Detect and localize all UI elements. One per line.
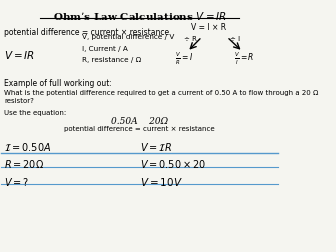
Text: $\frac{V}{I} = R$: $\frac{V}{I} = R$ <box>234 51 255 68</box>
Text: $V = IR$: $V = IR$ <box>4 49 35 61</box>
Text: $R = 20\Omega$: $R = 20\Omega$ <box>4 158 44 170</box>
Text: $V = 10V$: $V = 10V$ <box>140 176 182 188</box>
Text: Use the equation:: Use the equation: <box>4 110 67 116</box>
Text: Ohm’s Law Calculations $V = IR$: Ohm’s Law Calculations $V = IR$ <box>53 10 227 22</box>
Text: $V = 0.50 \times 20$: $V = 0.50 \times 20$ <box>140 158 206 170</box>
Text: $\frac{V}{R} = I$: $\frac{V}{R} = I$ <box>175 51 194 68</box>
Text: $\mathcal{I} = 0.50A$: $\mathcal{I} = 0.50A$ <box>4 141 51 153</box>
Text: R, resistance / Ω: R, resistance / Ω <box>82 57 141 63</box>
Text: ÷ I: ÷ I <box>229 36 240 42</box>
Text: Example of full working out:: Example of full working out: <box>4 79 112 88</box>
Text: V = I × R: V = I × R <box>191 23 226 32</box>
Text: I, Current / A: I, Current / A <box>82 46 127 52</box>
Text: potential difference = current × resistance: potential difference = current × resista… <box>4 27 169 37</box>
Text: $V = \mathcal{I}R$: $V = \mathcal{I}R$ <box>140 141 172 153</box>
Text: V, potential difference / V: V, potential difference / V <box>82 34 174 40</box>
Text: $V = ?$: $V = ?$ <box>4 176 29 188</box>
Text: 0.50A    20Ω: 0.50A 20Ω <box>111 117 168 126</box>
Text: What is the potential difference required to get a current of 0.50 A to flow thr: What is the potential difference require… <box>4 90 319 104</box>
Text: ÷ R: ÷ R <box>184 36 197 42</box>
Text: potential difference = current × resistance: potential difference = current × resista… <box>65 126 215 132</box>
